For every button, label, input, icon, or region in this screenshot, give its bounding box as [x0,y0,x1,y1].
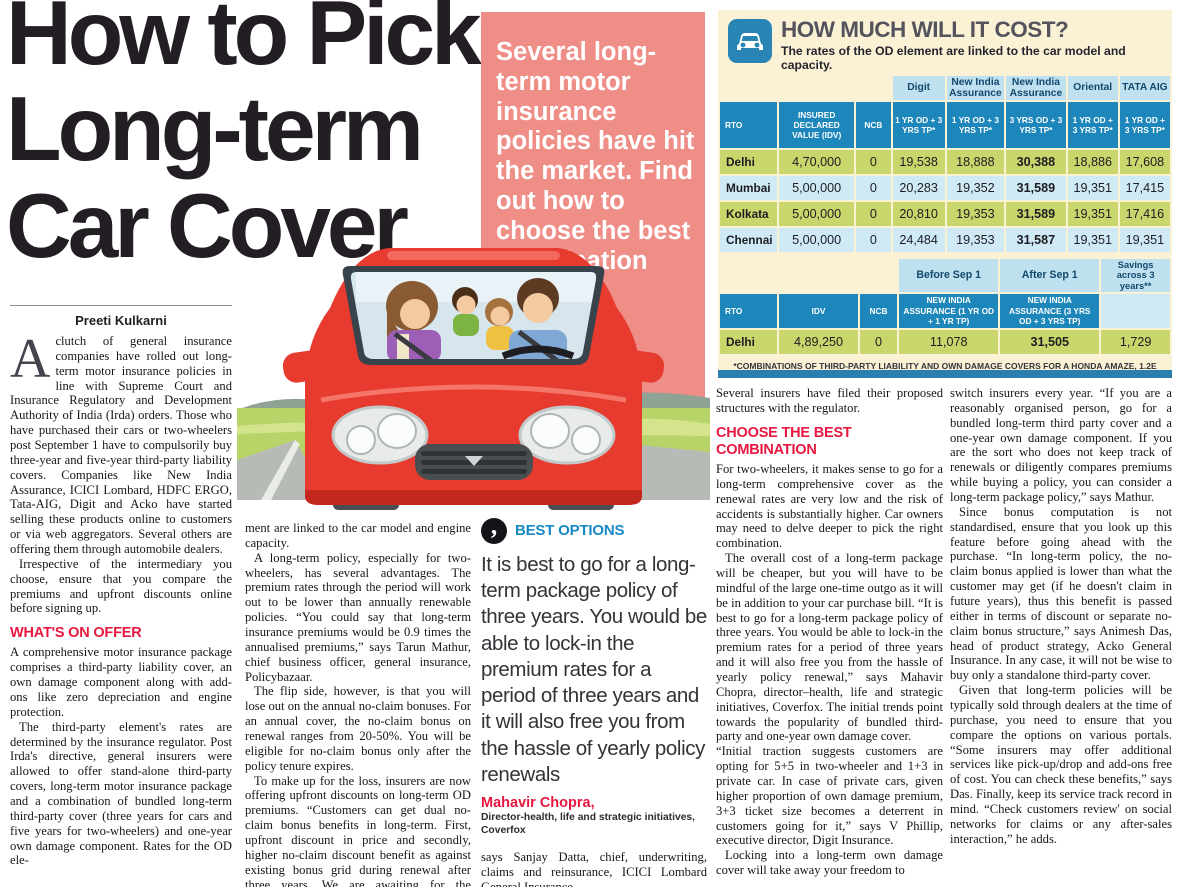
section-heading-whats-on-offer: WHAT'S ON OFFER [10,625,142,642]
column-header: After Sep 1 [1000,259,1100,292]
article-column-5: switch insurers every year. “If you are … [950,386,1172,887]
best-options-heading: BEST OPTIONS [515,522,625,540]
byline-author: Preeti Kulkarni [75,313,167,328]
column-header: NCB [855,102,891,149]
paragraph: “Initial traction suggests customers are… [716,744,943,848]
column-header: 1 YR OD + 3 YRS TP* [946,102,1005,149]
grille [415,444,533,480]
family-in-windshield [356,272,596,359]
article-column-2: ment are linked to the car model and eng… [245,521,471,887]
infographic-subtitle: The rates of the OD element are linked t… [781,43,1126,72]
paragraph: Irrespective of the intermediary you cho… [10,556,232,616]
plan-header-row: RTO INSURED DECLARED VALUE (IDV) NCB 1 Y… [720,102,1170,149]
headline-line-3: Car Cover [6,175,409,277]
table-row-mumbai: Mumbai 5,00,000 0 20,283 19,352 31,589 1… [720,176,1170,201]
car-icon [728,19,772,63]
empty-header-cell [1101,293,1170,328]
paragraph: The third-party element's rates are dete… [10,719,232,868]
column-header: 1 YR OD + 3 YRS TP* [892,102,945,149]
paragraph: says Sanjay Datta, chief, underwriting, … [481,849,707,887]
table-row-kolkata: Kolkata 5,00,000 0 20,810 19,353 31,589 … [720,202,1170,227]
infographic-header: HOW MUCH WILL IT COST? The rates of the … [718,10,1172,74]
paragraph: Since bonus computation is not standardi… [950,504,1172,683]
paragraph: ment are linked to the car model and eng… [245,521,471,550]
column-header: 1 YR OD + 3 YRS TP* [1067,102,1118,149]
paragraph: A long-term policy, especially for two-w… [245,550,471,684]
table-row-chennai: Chennai 5,00,000 0 24,484 19,353 31,587 … [720,228,1170,253]
headlights [331,405,616,465]
pull-quote: It is best to go for a long-term package… [481,553,707,786]
quote-attribution-name: Mahavir Chopra, [481,795,595,812]
cost-comparison-table: Digit New India Assurance New India Assu… [718,74,1172,255]
infographic-title: HOW MUCH WILL IT COST? [781,17,1069,42]
company-header-row: Digit New India Assurance New India Assu… [720,75,1170,101]
paragraph: A comprehensive motor insurance package … [10,645,232,719]
standfirst-callout: Several long-term motor insurance polici… [481,12,705,412]
car-illustration-svg [237,248,710,513]
paragraph: The overall cost of a long-term package … [716,551,943,744]
column-header: New India Assurance [1006,75,1066,101]
article-headline: How to Pick Long-term Car Cover [6,0,484,275]
paragraph: Several insurers have filed their propos… [716,386,943,415]
headline-line-2: Long-term [6,79,424,181]
column-header: Digit [892,75,945,101]
column-header: RTO [720,293,778,328]
section-heading-choose-combination: CHOOSE THE BEST COMBINATION [716,424,852,458]
paragraph: To make up for the loss, insurers are no… [245,773,471,887]
headline-line-1: How to Pick [6,0,482,84]
paragraph: Locking into a long-term own damage cove… [716,848,943,878]
column-header: IDV [779,293,858,328]
column-header: 1 YR OD + 3 YRS TP* [1119,102,1170,149]
column-header: TATA AIG [1119,75,1170,101]
paragraph: The flip side, however, is that you will… [245,684,471,773]
quote-section: , BEST OPTIONS It is best to go for a lo… [481,512,707,887]
column-header: New India Assurance [946,75,1005,101]
byline: Preeti Kulkarni [10,305,232,328]
column-header: Oriental [1067,75,1118,101]
column-header: RTO [720,102,778,149]
quote-attribution-role: Director-health, life and strategic init… [481,812,696,837]
column-header: 3 YRS OD + 3 YRS TP* [1006,102,1066,149]
car-family-illustration [237,238,710,513]
column-header: NEW INDIA ASSURANCE (1 YR OD + 1 YR TP) [899,293,999,328]
paragraph: Given that long-term policies will be ty… [950,683,1172,846]
before-after-table: Before Sep 1 After Sep 1 Savings across … [718,257,1172,356]
table-row-delhi: Delhi 4,70,000 0 19,538 18,888 30,388 18… [720,150,1170,175]
column-header: Before Sep 1 [899,259,999,292]
panel-bottom-bar [718,370,1172,378]
plan-header-row-2: RTO IDV NCB NEW INDIA ASSURANCE (1 YR OD… [720,293,1170,328]
paragraph: For two-wheelers, it makes sense to go f… [716,461,943,551]
paragraph: switch insurers every year. “If you are … [950,386,1172,505]
cost-infographic-panel: HOW MUCH WILL IT COST? The rates of the … [718,10,1172,378]
best-options-header: , BEST OPTIONS [481,513,707,544]
drop-cap: A [10,334,51,390]
article-column-4: Several insurers have filed their propos… [716,386,943,887]
column-header: INSURED DECLARED VALUE (IDV) [779,102,854,149]
table-row-delhi-2: Delhi 4,89,250 0 11,078 31,505 1,729 [720,329,1170,354]
column-header: NEW INDIA ASSURANCE (3 YRS OD + 3 YRS TP… [1000,293,1100,328]
group-header-row: Before Sep 1 After Sep 1 Savings across … [720,259,1170,292]
quote-icon: , [481,513,507,544]
red-car [282,248,665,510]
column-header: Savings across 3 years** [1101,259,1170,292]
column-header: NCB [859,293,898,328]
